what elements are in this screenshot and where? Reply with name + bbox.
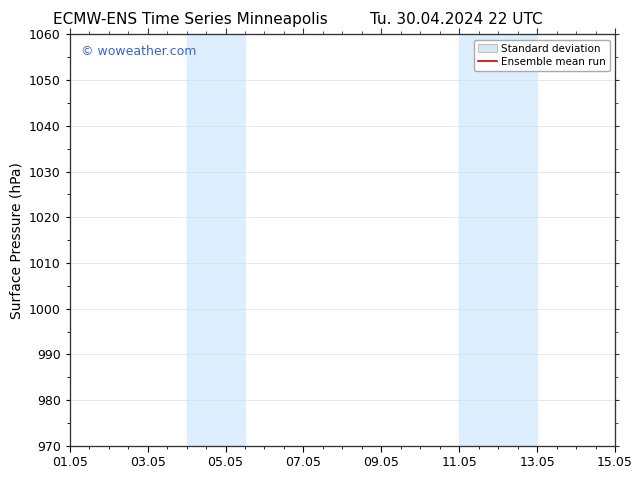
Legend: Standard deviation, Ensemble mean run: Standard deviation, Ensemble mean run bbox=[474, 40, 610, 71]
Y-axis label: Surface Pressure (hPa): Surface Pressure (hPa) bbox=[10, 162, 23, 318]
Text: Tu. 30.04.2024 22 UTC: Tu. 30.04.2024 22 UTC bbox=[370, 12, 543, 27]
Bar bbox=[186, 34, 245, 446]
Text: © woweather.com: © woweather.com bbox=[81, 45, 196, 58]
Bar bbox=[459, 34, 537, 446]
Text: ECMW-ENS Time Series Minneapolis: ECMW-ENS Time Series Minneapolis bbox=[53, 12, 328, 27]
